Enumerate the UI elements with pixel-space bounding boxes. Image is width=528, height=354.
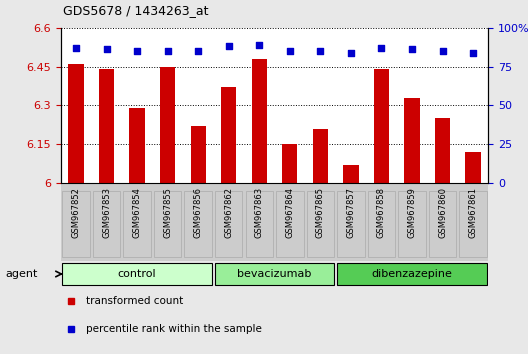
Text: bevacizumab: bevacizumab <box>238 269 312 279</box>
Point <box>438 48 447 54</box>
Bar <box>374 69 389 183</box>
FancyBboxPatch shape <box>276 191 304 257</box>
FancyBboxPatch shape <box>62 263 212 285</box>
Bar <box>221 87 237 183</box>
Text: control: control <box>118 269 156 279</box>
FancyBboxPatch shape <box>337 191 365 257</box>
Bar <box>160 67 175 183</box>
Text: GSM967863: GSM967863 <box>255 187 264 238</box>
FancyBboxPatch shape <box>184 191 212 257</box>
Bar <box>68 64 83 183</box>
Text: agent: agent <box>5 269 37 279</box>
FancyBboxPatch shape <box>154 191 182 257</box>
Point <box>194 48 202 54</box>
FancyBboxPatch shape <box>307 191 334 257</box>
Bar <box>343 165 359 183</box>
Text: GSM967852: GSM967852 <box>71 187 80 238</box>
FancyBboxPatch shape <box>429 191 456 257</box>
Text: GSM967860: GSM967860 <box>438 187 447 238</box>
Point <box>164 48 172 54</box>
Point <box>377 45 385 51</box>
Text: GSM967858: GSM967858 <box>377 187 386 238</box>
Bar <box>313 129 328 183</box>
Bar <box>404 98 420 183</box>
Text: transformed count: transformed count <box>87 296 184 306</box>
FancyBboxPatch shape <box>62 191 90 257</box>
Bar <box>99 69 114 183</box>
Point <box>224 44 233 49</box>
Bar <box>129 108 145 183</box>
Point <box>347 50 355 55</box>
Text: GSM967859: GSM967859 <box>408 187 417 238</box>
Text: GSM967857: GSM967857 <box>346 187 355 238</box>
Text: GDS5678 / 1434263_at: GDS5678 / 1434263_at <box>63 4 209 17</box>
Text: GSM967853: GSM967853 <box>102 187 111 238</box>
FancyBboxPatch shape <box>246 191 273 257</box>
Point <box>72 45 80 51</box>
Bar <box>466 152 481 183</box>
Bar <box>282 144 297 183</box>
FancyBboxPatch shape <box>459 191 487 257</box>
Bar <box>191 126 206 183</box>
Text: GSM967862: GSM967862 <box>224 187 233 238</box>
Text: GSM967864: GSM967864 <box>285 187 294 238</box>
FancyBboxPatch shape <box>215 191 242 257</box>
Point <box>286 48 294 54</box>
Text: GSM967854: GSM967854 <box>133 187 142 238</box>
Text: dibenzazepine: dibenzazepine <box>372 269 452 279</box>
FancyBboxPatch shape <box>398 191 426 257</box>
Text: GSM967855: GSM967855 <box>163 187 172 238</box>
FancyBboxPatch shape <box>93 191 120 257</box>
Text: GSM967865: GSM967865 <box>316 187 325 238</box>
Point <box>316 48 325 54</box>
FancyBboxPatch shape <box>367 191 395 257</box>
Point <box>469 50 477 55</box>
Point <box>255 42 263 47</box>
Text: GSM967861: GSM967861 <box>469 187 478 238</box>
Bar <box>252 59 267 183</box>
Point <box>102 47 111 52</box>
FancyBboxPatch shape <box>215 263 334 285</box>
FancyBboxPatch shape <box>337 263 487 285</box>
Point <box>133 48 142 54</box>
Text: GSM967856: GSM967856 <box>194 187 203 238</box>
Point <box>408 47 416 52</box>
Bar <box>435 119 450 183</box>
FancyBboxPatch shape <box>124 191 151 257</box>
Text: percentile rank within the sample: percentile rank within the sample <box>87 324 262 334</box>
